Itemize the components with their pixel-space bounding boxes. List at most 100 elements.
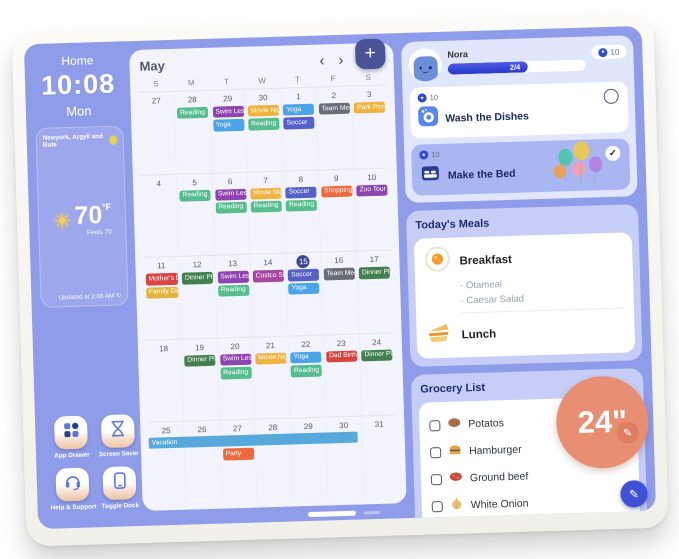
grocery-item[interactable]: Hamburger [429, 437, 627, 461]
refresh-icon[interactable]: ↻ [115, 291, 121, 300]
event-chip[interactable]: Soccer [287, 268, 319, 281]
event-chip[interactable]: Swim Lesson [214, 187, 246, 201]
calendar-day-cell: 3 Park Picnic [350, 85, 389, 168]
event-chip[interactable]: Movie Night [249, 186, 282, 200]
event-chip[interactable]: Swim Lesson [211, 105, 244, 118]
event-chip[interactable]: Team Meeting [318, 102, 350, 115]
event-chips: Team Meeting [322, 267, 355, 280]
edit-list-button[interactable]: ✎ [619, 479, 648, 508]
event-chip[interactable]: Dinner Plan [181, 271, 213, 284]
grocery-item-label: Potatos [467, 417, 504, 431]
app-shortcut-help-support[interactable] [55, 467, 90, 501]
calendar-day-cell: 13 Swim Lesson Reading [213, 254, 252, 337]
meals-widget: Today's Meals Breakfast · Otameal · Caesar… [405, 203, 643, 367]
grocery-item[interactable]: Potatos [428, 410, 627, 434]
app-shortcut-toggle-dock[interactable] [102, 465, 137, 500]
event-chip[interactable]: Dinner Plan [360, 348, 393, 362]
day-of-week: Mon [65, 102, 92, 119]
weekday-label: T [223, 76, 229, 86]
event-chip[interactable]: Family Dinner [145, 285, 178, 299]
task-title: Wash the Dishes [444, 109, 529, 124]
grocery-checkbox[interactable] [428, 419, 441, 431]
event-chips: Swim Lesson Reading [219, 352, 251, 379]
next-month-button[interactable]: › [337, 50, 344, 68]
feels-like: Feels 70 [86, 228, 112, 237]
grocery-item[interactable]: Ground beef [430, 464, 628, 488]
weekday-label: M [187, 77, 195, 87]
grocery-checkbox[interactable] [431, 500, 443, 512]
event-chip[interactable]: Dad Birthday [325, 349, 357, 363]
app-shortcut-app-drawer[interactable] [53, 415, 88, 450]
task-card[interactable]: ★ 10 Wash the Dishes [408, 80, 629, 139]
grocery-item[interactable]: White Onion [431, 491, 629, 515]
app-shortcut-label: Screen Saver [98, 449, 139, 458]
event-chip[interactable]: Dinner Plan [183, 354, 216, 367]
event-chip[interactable]: Swim Lesson [219, 352, 251, 366]
event-chip[interactable]: Reading [214, 201, 247, 214]
date-number: 28 [267, 422, 277, 433]
grocery-checkbox[interactable] [429, 446, 441, 458]
event-chip[interactable]: Swim Lesson [216, 270, 249, 283]
avatar[interactable] [407, 47, 442, 82]
meal-divider [460, 307, 624, 314]
task-checkbox[interactable]: ✓ [604, 145, 621, 161]
event-chip[interactable]: Reading [217, 283, 249, 297]
task-card[interactable]: ★ 10 Make the Bed ✓ [410, 137, 630, 196]
event-chip[interactable]: Yoga [287, 281, 320, 294]
dock-handle[interactable] [307, 510, 356, 517]
event-chip[interactable]: Reading [290, 364, 322, 377]
event-chips: Swim Lesson Reading [214, 187, 247, 214]
calendar-week-row: 4 5 Reading 6 Swim Lesson Reading 7 Movie Night… [140, 166, 391, 257]
event-chips: Dinner Plan [358, 266, 390, 279]
meal-name: Lunch [461, 327, 496, 341]
coin-icon: ★ [417, 92, 427, 103]
date-number: 30 [338, 420, 348, 430]
grocery-list: Potatos Hamburger Ground beef White Onion [418, 396, 640, 529]
event-chip[interactable]: Soccer [283, 116, 315, 129]
app-shortcut-screen-saver[interactable] [100, 413, 135, 448]
grocery-checkbox[interactable] [430, 473, 442, 485]
calendar-day-cell: 27 Party [218, 419, 257, 503]
meal-name: Breakfast [458, 252, 512, 267]
date-number: 17 [369, 254, 379, 264]
grocery-item-label: White Onion [470, 497, 529, 512]
event-chip[interactable]: Shopping [320, 184, 352, 197]
date-number: 11 [156, 260, 165, 271]
event-chip[interactable]: Reading [219, 366, 251, 379]
event-chip[interactable]: Movie Night [247, 104, 279, 117]
sun-icon: ☀ [51, 208, 72, 233]
event-chip[interactable]: Reading [247, 117, 280, 130]
event-chips [140, 107, 172, 108]
event-chip[interactable]: Yoga [212, 118, 244, 131]
event-chip[interactable]: Party [221, 447, 254, 460]
task-title: Make the Bed [447, 166, 516, 181]
event-chip[interactable]: Dinner Plan [358, 266, 390, 279]
event-chip[interactable]: Park Picnic [353, 101, 385, 114]
event-chips: Movie Night Reading [247, 104, 280, 130]
event-chip[interactable]: Zoo Tour [355, 183, 388, 196]
event-chip[interactable]: Movie Night [254, 351, 287, 365]
calendar-day-cell: 31 [360, 415, 398, 498]
app-shortcut-label: App Drawer [53, 451, 90, 460]
event-chip[interactable]: Reading [250, 200, 282, 213]
coin-icon: ★ [597, 46, 608, 57]
balloons-decoration [550, 140, 607, 193]
event-chip[interactable]: Yoga [289, 350, 322, 364]
add-event-button[interactable]: + [354, 38, 386, 69]
event-chip[interactable]: Reading [176, 106, 208, 119]
grocery-item-label: Hamburger [468, 443, 522, 458]
event-chip[interactable]: Soccer [285, 185, 317, 199]
event-chip[interactable]: Reading [178, 188, 211, 202]
event-chip[interactable]: Mother's Day ♥ [144, 272, 178, 285]
event-chip[interactable]: Reading [285, 199, 317, 212]
date-number: 18 [158, 343, 168, 353]
task-checkbox[interactable] [602, 88, 619, 104]
prev-month-button[interactable]: ‹ [318, 51, 325, 69]
event-chip[interactable]: Costco Shopping [252, 269, 284, 282]
date-number: 29 [303, 421, 313, 432]
event-chip[interactable]: Team Meeting [322, 267, 355, 280]
event-chip[interactable]: Yoga [282, 103, 315, 116]
location-icon [109, 134, 117, 144]
event-chips: Soccer Yoga [287, 268, 320, 294]
